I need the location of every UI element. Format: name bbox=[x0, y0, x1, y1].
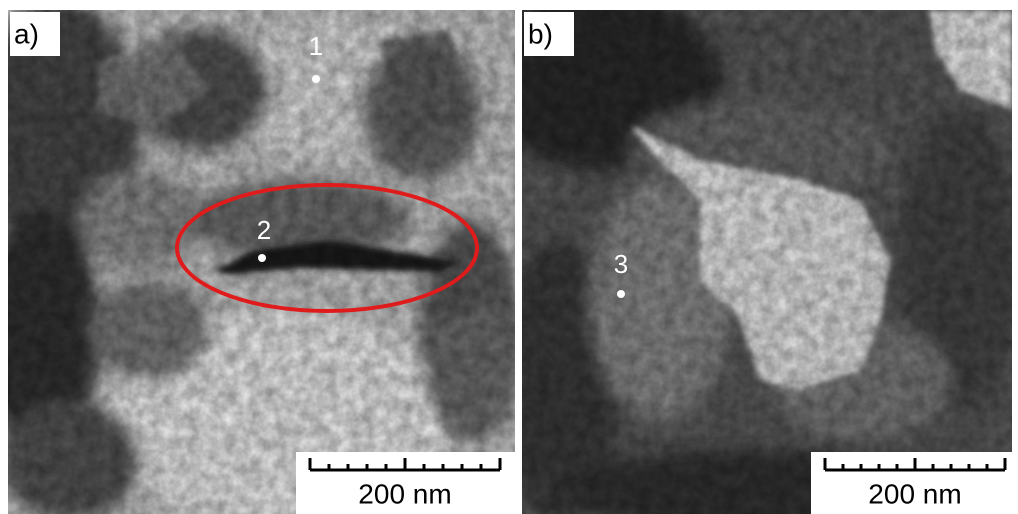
scale-bar-label: 200 nm bbox=[868, 478, 961, 509]
point-marker bbox=[312, 75, 320, 83]
panel-b-image bbox=[480, 0, 1018, 514]
point-label: 1 bbox=[309, 31, 323, 61]
scale-bar-label: 200 nm bbox=[358, 478, 451, 509]
point-marker bbox=[617, 290, 625, 298]
point-marker bbox=[258, 254, 266, 262]
scale-bar: 200 nm bbox=[811, 452, 1012, 514]
panel-label: a) bbox=[14, 18, 39, 49]
scale-bar: 200 nm bbox=[296, 452, 515, 514]
panel-label: b) bbox=[528, 18, 553, 49]
point-label: 2 bbox=[257, 215, 271, 245]
point-label: 3 bbox=[614, 249, 628, 279]
figure: 1 2 a) 200 nm 3 b) 200 nm bbox=[0, 0, 1018, 514]
